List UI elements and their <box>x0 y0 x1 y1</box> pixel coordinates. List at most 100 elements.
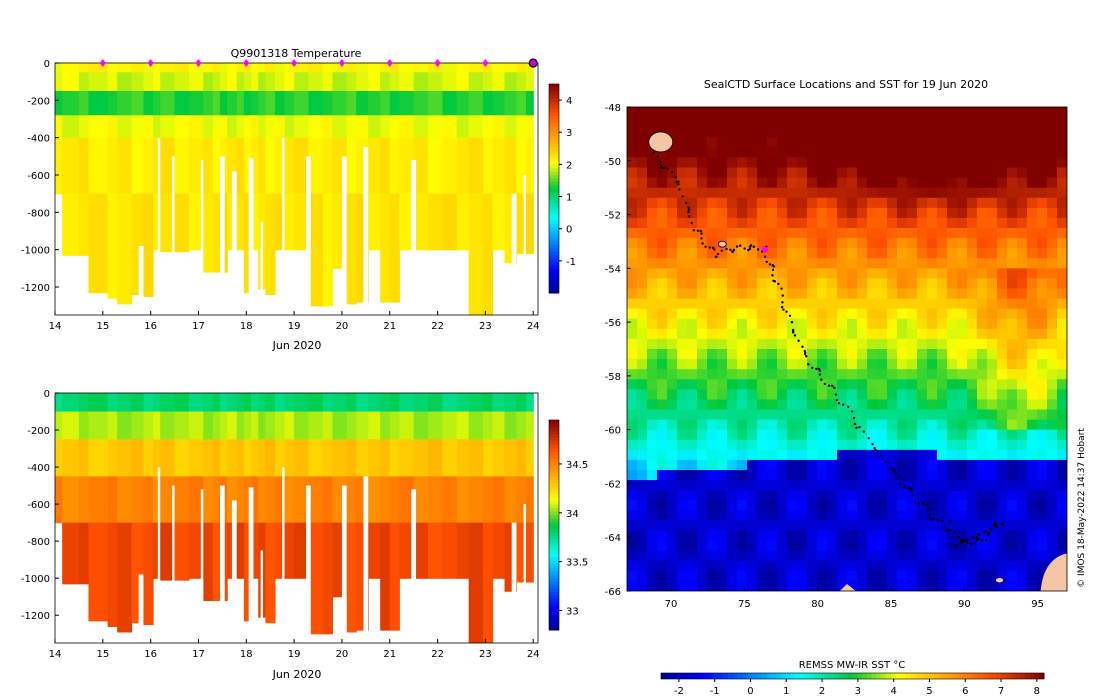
sst-cell <box>737 117 748 128</box>
sst-cell <box>977 480 988 491</box>
sst-cell <box>797 167 808 179</box>
sst-cell <box>1007 459 1018 471</box>
sst-cell <box>647 449 658 461</box>
sst-cell <box>767 429 778 441</box>
sst-cell <box>807 520 818 532</box>
sst-cell <box>1017 459 1028 471</box>
sst-cell <box>827 177 838 189</box>
missing-data-gap <box>157 137 161 315</box>
section-cell <box>153 91 161 116</box>
sst-cell <box>987 328 998 340</box>
sst-cell <box>687 379 698 390</box>
section-cell <box>308 393 324 413</box>
sst-cell <box>757 520 768 532</box>
sst-cell <box>767 298 778 310</box>
sst-cell <box>797 258 808 269</box>
section-cell <box>219 393 228 413</box>
sst-cell <box>647 167 658 179</box>
sst-cell <box>827 429 838 441</box>
sst-cell <box>757 459 768 471</box>
track-point <box>782 308 785 311</box>
sst-cell <box>697 389 708 401</box>
sst-cell <box>1017 258 1028 269</box>
section-cell <box>516 393 527 413</box>
sst-cell <box>717 409 728 421</box>
sst-cell <box>997 520 1008 532</box>
sst-cell <box>767 540 778 552</box>
sst-cell <box>1037 480 1048 491</box>
sst-cell <box>937 288 948 300</box>
sst-cell <box>627 470 638 481</box>
track-point <box>871 443 874 446</box>
sst-cell <box>667 258 678 269</box>
sst-cell <box>787 409 798 421</box>
section-cell <box>219 115 228 139</box>
track-point <box>867 436 870 440</box>
sst-cell <box>997 258 1008 269</box>
sst-cell <box>857 338 868 350</box>
section-cell <box>413 411 429 440</box>
sst-cell <box>687 449 698 461</box>
sst-cell <box>987 338 998 350</box>
sst-cell <box>697 480 708 491</box>
section-cell <box>468 72 484 92</box>
sst-cell <box>657 530 668 542</box>
track-point <box>687 208 691 211</box>
sst-cell <box>717 389 728 401</box>
sst-cell <box>787 449 798 461</box>
sst-cell <box>1037 520 1048 532</box>
sst-cell <box>737 248 748 259</box>
section-cell <box>258 72 267 92</box>
track-point <box>940 519 943 523</box>
colorbar-swatch <box>549 101 559 106</box>
sst-cell <box>707 409 718 421</box>
section-cell <box>243 63 252 73</box>
track-point <box>989 527 993 531</box>
sst-cell <box>887 248 898 259</box>
sst-cell <box>997 439 1008 451</box>
track-point <box>674 176 677 179</box>
sst-cell <box>777 147 788 159</box>
sst-cell <box>977 580 988 591</box>
sst-cell <box>777 570 788 582</box>
section-cell <box>88 522 109 622</box>
sst-cell <box>677 570 688 582</box>
section-cell <box>78 72 90 92</box>
sst-cell <box>857 238 868 249</box>
sst-cell <box>657 238 668 249</box>
sst-cell <box>757 500 768 511</box>
sst-cell <box>767 157 778 169</box>
section-cell <box>413 91 429 116</box>
sst-cell <box>787 490 798 501</box>
colorbar-swatch <box>549 223 559 228</box>
section-cell <box>274 137 286 195</box>
sst-cell <box>1007 167 1018 179</box>
sst-cell <box>1007 359 1018 370</box>
colorbar-swatch <box>549 423 559 428</box>
sst-cell <box>747 560 758 572</box>
sst-cell <box>627 459 638 471</box>
sst-cell <box>947 207 958 219</box>
sst-cell <box>1007 399 1018 411</box>
sst-cell <box>927 580 938 591</box>
colorbar-swatch <box>924 673 930 679</box>
sst-cell <box>747 429 758 441</box>
section-cell <box>188 193 204 251</box>
sst-cell <box>647 500 658 511</box>
colorbar-frame <box>548 83 560 294</box>
sst-cell <box>1057 248 1067 259</box>
colorbar-swatch <box>890 673 897 679</box>
sst-cell <box>877 228 888 239</box>
track-point <box>662 166 665 170</box>
sst-cell <box>907 429 918 441</box>
colorbar-swatch <box>549 588 559 592</box>
sst-cell <box>897 268 908 280</box>
sst-cell <box>987 580 998 591</box>
sst-cell <box>717 228 728 239</box>
sst-cell <box>1027 288 1038 300</box>
sst-cell <box>737 318 748 330</box>
sst-cell <box>987 278 998 290</box>
sst-cell <box>947 409 958 421</box>
sst-cell <box>1037 379 1048 390</box>
sst-cell <box>1047 540 1058 552</box>
